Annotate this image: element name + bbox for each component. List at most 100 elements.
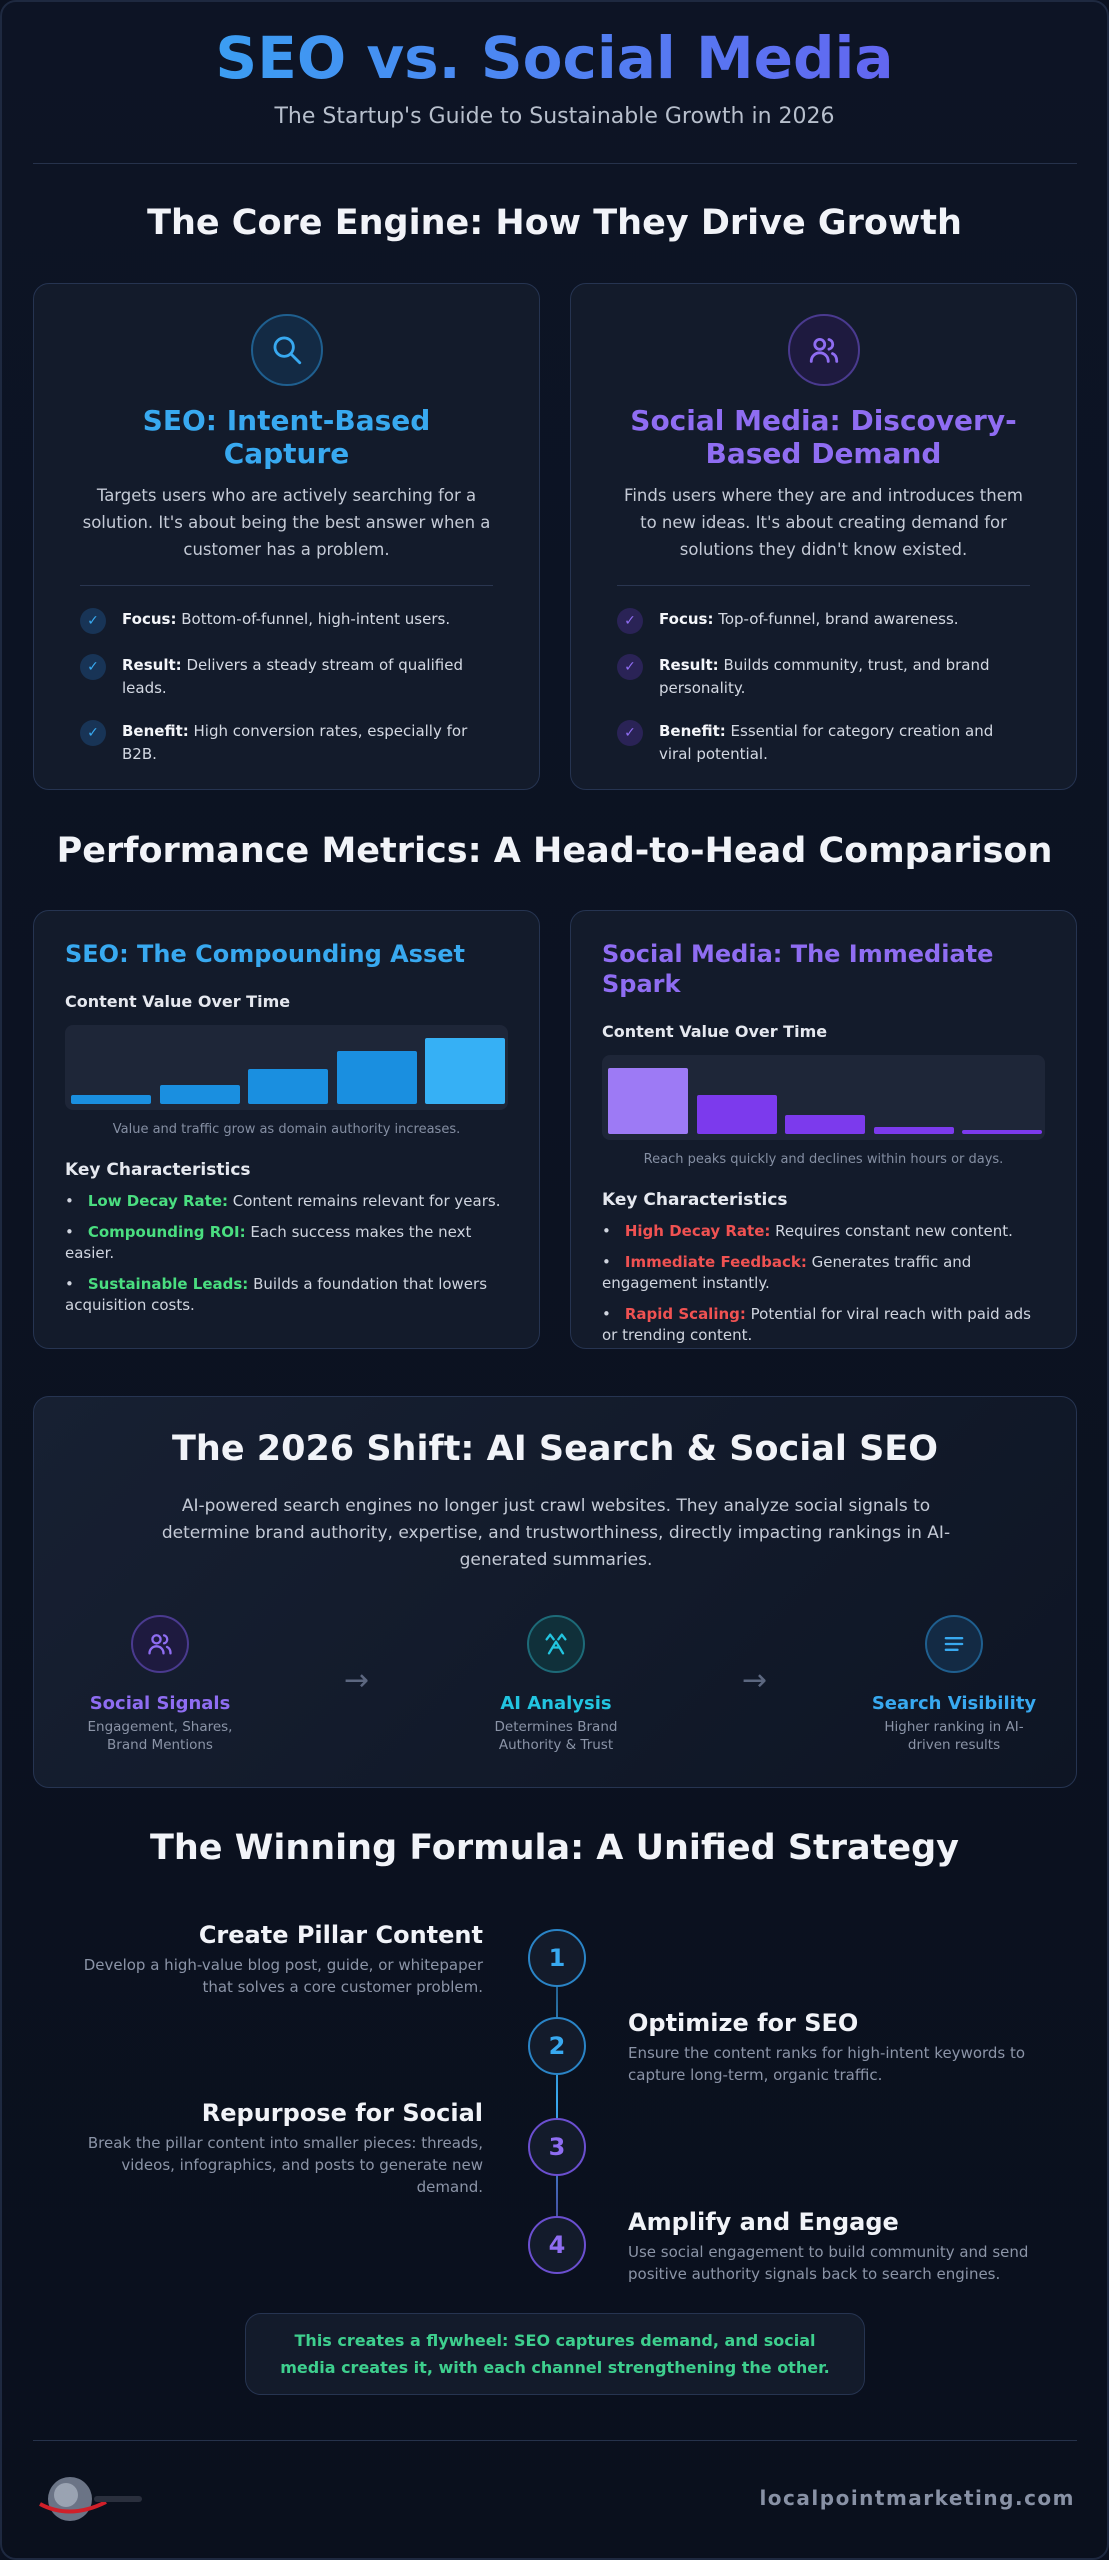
bullet-text: Potential for viral reach with paid ads … [602,1305,1031,1344]
chart-caption: Reach peaks quickly and declines within … [643,1152,1004,1167]
point-body: High conversion rates, especially for B2… [122,722,468,763]
illustration-chart [602,1055,1045,1140]
formula-step: Repurpose for Social Break the pillar con… [63,2098,483,2198]
bullet: • Compounding ROI: Each success makes the… [65,1223,472,1262]
seo-card: SEO: Intent-Based Capture Targets users w… [33,283,540,790]
illustration-bar [785,1115,866,1134]
point-label: Benefit: [659,722,726,740]
card-divider [80,585,493,586]
chart-caption: Value and traffic grow as domain authori… [112,1122,461,1137]
flow-step: Social Signals Engagement, Shares, Brand … [60,1615,260,1754]
point-text: Focus: Top-of-funnel, brand awareness. [659,608,959,631]
formula-step: Create Pillar Content Develop a high-valu… [63,1920,483,1998]
card-title: SEO: The Compounding Asset [65,940,465,968]
point-text: Benefit: Essential for category creation… [659,720,1030,766]
check-icon: ✓ [80,654,106,680]
step-number: 4 [528,2216,586,2274]
bullet: • Sustainable Leads: Builds a foundation … [65,1275,488,1314]
step-title: Optimize for SEO [628,2009,859,2037]
point-label: Result: [659,656,719,674]
bullet: • High Decay Rate: Requires constant new … [602,1222,1013,1240]
check-icon: ✓ [617,608,643,634]
bullet-text: Requires constant new content. [775,1222,1013,1240]
illustration-bar [248,1068,329,1104]
step-description: Develop a high-value blog post, guide, o… [83,1956,483,1996]
step-description: Break the pillar content into smaller pi… [87,2134,483,2196]
bullet: • Rapid Scaling: Potential for viral reac… [602,1305,1031,1344]
check-icon: ✓ [80,720,106,746]
step-title: Repurpose for Social [201,2099,483,2127]
chart-title: Content Value Over Time [602,1022,828,1041]
flywheel-note: This creates a flywheel: SEO captures de… [245,2313,865,2395]
step-description: Ensure the content ranks for high-intent… [628,2044,1026,2084]
illustration-bar [425,1038,506,1104]
arrow: → [742,1663,768,1698]
card-description: Targets users who are actively searching… [82,486,491,559]
formula-step: Amplify and Engage Use social engagement … [628,2207,1048,2285]
step-number: 1 [528,1929,586,1987]
formula-step: Optimize for SEO Ensure the content ranks… [628,2008,1048,2086]
bullet-label: Rapid Scaling: [624,1305,746,1323]
step-number: 3 [528,2118,586,2176]
point-label: Focus: [659,610,714,628]
title: SEO vs. Social Media [2,24,1107,92]
check-icon: ✓ [617,654,643,680]
point: ✓ Focus: Bottom-of-funnel, high-intent us… [80,608,493,634]
bullet: • Low Decay Rate: Content remains relevan… [65,1192,501,1210]
point-text: Focus: Bottom-of-funnel, high-intent use… [122,608,450,631]
bullet-label: Compounding ROI: [87,1223,246,1241]
seo-metric-card: SEO: The Compounding Asset Content Value … [33,910,540,1349]
point-body: Essential for category creation and vira… [659,722,994,763]
point-body: Builds community, trust, and brand perso… [659,656,990,697]
illustration-chart [65,1025,508,1110]
bullet-label: High Decay Rate: [624,1222,771,1240]
card-divider [617,585,1030,586]
illustration-bar [962,1130,1043,1134]
subtitle: The Startup's Guide to Sustainable Growt… [274,104,835,129]
step-title: Amplify and Engage [628,2208,899,2236]
flow-subtitle: Engagement, Shares, Brand Mentions [87,1719,233,1753]
point-text: Result: Delivers a steady stream of qual… [122,654,493,700]
bullet-text: Each success makes the next easier. [65,1223,472,1262]
flow-step: AI Analysis Determines Brand Authority & … [456,1615,656,1754]
illustration-bar [159,1085,240,1104]
ai-shift-card: The 2026 Shift: AI Search & Social SEO A… [33,1396,1077,1788]
point-body: Top-of-funnel, brand awareness. [718,610,959,628]
title-text: SEO vs. Social Media [215,24,894,92]
illustration-bar [873,1126,954,1134]
timeline-line [556,1958,558,2245]
bullet-label: Sustainable Leads: [87,1275,249,1293]
flow-icon [131,1615,189,1673]
social-metric-card: Social Media: The Immediate Spark Content… [570,910,1077,1349]
flow-icon [925,1615,983,1673]
list-title: Key Characteristics [65,1160,251,1180]
divider [33,2440,1077,2441]
section-heading: Performance Metrics: A Head-to-Head Comp… [56,831,1053,871]
website: localpointmarketing.com [759,2486,1075,2510]
arrow: → [344,1663,370,1698]
step-title: Create Pillar Content [198,1921,483,1949]
illustration-bar [71,1095,151,1104]
search-icon [250,314,323,386]
point: ✓ Result: Delivers a steady stream of qua… [80,654,493,700]
bullet-label: Low Decay Rate: [87,1192,228,1210]
bullet-text: Content remains relevant for years. [232,1192,501,1210]
point: ✓ Benefit: High conversion rates, especia… [80,720,493,766]
flow-title: AI Analysis [500,1693,612,1714]
step-number: 2 [528,2017,586,2075]
description: AI-powered search engines no longer just… [161,1496,951,1570]
bullet-label: Immediate Feedback: [624,1253,807,1271]
flow-subtitle: Determines Brand Authority & Trust [494,1719,618,1753]
card-title: SEO: Intent-Based Capture [142,404,431,470]
flow-title: Social Signals [89,1693,231,1714]
point-text: Benefit: High conversion rates, especial… [122,720,493,766]
card-title: Social Media: The Immediate Spark [602,940,994,998]
social-card: Social Media: Discovery-Based Demand Find… [570,283,1077,790]
point: ✓ Result: Builds community, trust, and br… [617,654,1030,700]
card-title: Social Media: Discovery-Based Demand [630,404,1017,470]
flow-subtitle: Higher ranking in AI-driven results [884,1719,1024,1753]
illustration-bar [696,1094,777,1134]
card-description: Finds users where they are and introduce… [624,486,1023,559]
bullet-text: Builds a foundation that lowers acquisit… [65,1275,488,1314]
chart-title: Content Value Over Time [65,992,291,1011]
